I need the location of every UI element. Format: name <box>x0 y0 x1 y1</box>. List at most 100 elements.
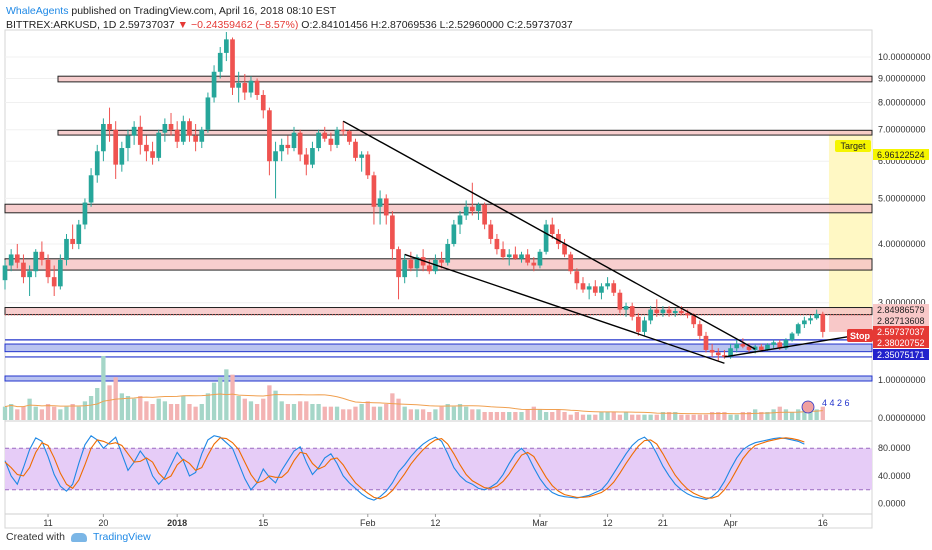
candle-body <box>254 80 260 95</box>
x-tick-label: 11 <box>43 518 52 528</box>
volume-bar <box>550 412 555 420</box>
x-tick-label: Feb <box>360 518 376 528</box>
price-tag-bg <box>873 326 929 337</box>
volume-bar <box>45 404 51 420</box>
candle-body <box>636 316 641 332</box>
candle-body <box>697 324 703 336</box>
candle-body <box>457 215 463 225</box>
volume-bar <box>267 385 272 420</box>
candle-body <box>14 254 20 263</box>
volume-bar <box>205 393 211 420</box>
support-zone <box>4 343 873 353</box>
candle-body <box>758 346 764 350</box>
candle-body <box>383 198 389 216</box>
y-tick-label: 9.00000000 <box>878 73 926 83</box>
volume-bar <box>162 401 168 420</box>
lower-support-zone <box>4 375 873 382</box>
volume-bar <box>722 412 727 420</box>
candle-body <box>279 144 285 152</box>
candle-body <box>715 352 721 356</box>
candle-body <box>64 238 69 260</box>
volume-bar <box>654 414 659 420</box>
candle-body <box>777 342 783 349</box>
volume-bar <box>242 398 247 420</box>
tradingview-link[interactable]: TradingView <box>92 531 151 543</box>
volume-bar <box>156 398 161 420</box>
volume-bar <box>796 409 801 420</box>
volume-bar <box>359 404 364 420</box>
volume-bar <box>427 412 432 420</box>
candle-body <box>353 141 358 158</box>
x-tick-label: 12 <box>430 518 440 528</box>
stop-label-bg <box>847 329 873 342</box>
candle-body <box>396 249 401 278</box>
x-tick-label: Apr <box>724 518 738 528</box>
candle-body <box>623 306 629 310</box>
candle-body <box>679 311 684 314</box>
volume-bar <box>193 406 198 420</box>
volume-bar <box>107 385 112 420</box>
target-box <box>828 130 872 332</box>
stochastic-tick-label: 40.0000 <box>878 471 911 481</box>
volume-bar <box>679 414 684 420</box>
candle-body <box>445 243 451 263</box>
stop-label: Stop <box>850 331 870 341</box>
candle-body <box>519 254 524 259</box>
candle-body <box>580 283 586 290</box>
price-tag: 2.59737037 <box>877 327 925 337</box>
volume-bar <box>445 404 450 420</box>
volume-bar <box>304 401 309 420</box>
candle-body <box>599 286 604 293</box>
candle-body <box>795 324 801 334</box>
volume-bar <box>88 396 94 420</box>
author-link[interactable]: WhaleAgents <box>6 5 69 17</box>
candle-body <box>605 283 610 287</box>
volume-bar <box>131 398 137 420</box>
volume-bar <box>543 412 549 420</box>
volume-bar <box>420 409 426 420</box>
volume-bar <box>673 412 678 420</box>
volume-bar <box>322 406 327 420</box>
candle-body <box>113 129 119 165</box>
candle-body <box>242 83 248 93</box>
stochastic-band <box>5 448 872 490</box>
y-tick-label: 3.00000000 <box>878 298 926 308</box>
candle-body <box>722 355 727 357</box>
candle-body <box>156 132 162 158</box>
created-with-label: Created with <box>6 531 65 543</box>
resistance-zone <box>57 75 873 83</box>
candle-body <box>217 52 223 72</box>
volume-bar <box>119 393 124 420</box>
x-tick-label: 12 <box>603 518 613 528</box>
volume-bar <box>513 412 518 420</box>
candle-body <box>174 129 180 142</box>
volume-bar <box>273 390 278 420</box>
volume-bar <box>611 412 616 420</box>
volume-bar <box>685 414 690 420</box>
volume-bar <box>660 412 666 420</box>
volume-bar <box>33 406 38 420</box>
candle-body <box>88 175 94 203</box>
volume-bar <box>58 409 63 420</box>
y-tick-label: 4.00000000 <box>878 239 926 249</box>
candle-body <box>488 224 494 239</box>
candle-body <box>666 309 672 314</box>
volume-bar <box>507 412 512 420</box>
y-tick-label: 0.00000000 <box>878 413 926 423</box>
resistance-zone <box>57 129 873 136</box>
volume-bar <box>691 414 696 420</box>
candle-body <box>94 151 100 176</box>
volume-bar <box>328 406 334 420</box>
price-tag-bg <box>873 149 929 160</box>
candle-body <box>273 151 278 162</box>
volume-bar <box>617 414 623 420</box>
candle-body <box>709 349 715 353</box>
volume-bar <box>285 404 291 420</box>
candle-body <box>101 123 106 152</box>
volume-bar <box>144 401 149 420</box>
candle-body <box>568 254 574 272</box>
resistance-zone <box>4 258 873 271</box>
candle-body <box>70 238 75 244</box>
volume-bar <box>494 412 500 420</box>
